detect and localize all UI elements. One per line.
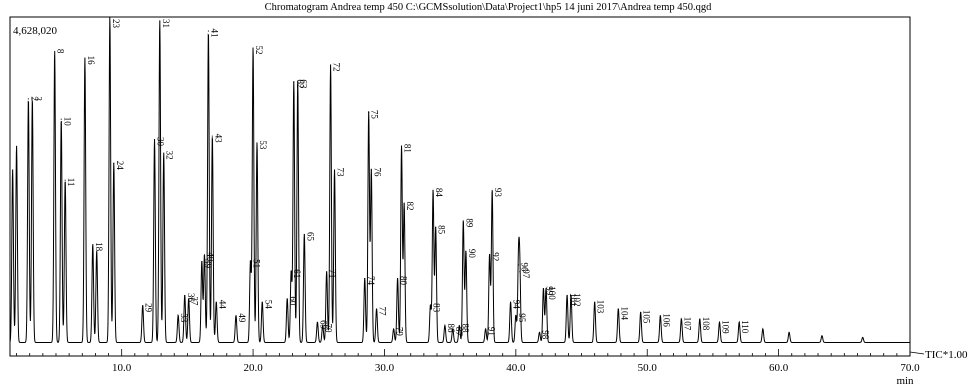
y-max-label: 4,628,020 xyxy=(13,25,58,37)
x-tick-label: 50.0 xyxy=(638,362,658,374)
peak-label: 32 xyxy=(165,151,175,160)
peak-label: 95 xyxy=(517,313,527,323)
peak-label: 40 xyxy=(205,252,215,261)
peak-label: 49 xyxy=(237,313,247,323)
peak-label: 81 xyxy=(403,144,413,153)
peak-label: 101 xyxy=(568,293,578,307)
peak-label: 44 xyxy=(217,300,227,310)
peak-label: 41 xyxy=(209,29,219,38)
peak-label: 60 xyxy=(288,296,298,306)
peak-label: 108 xyxy=(701,317,711,331)
peak-label: 10 xyxy=(62,117,72,127)
peak-label: 63 xyxy=(299,79,309,89)
tic-trace-line xyxy=(9,17,910,343)
peak-label: 109 xyxy=(720,320,730,334)
peak-label: 33 xyxy=(179,313,189,323)
peak-label: 3 xyxy=(33,96,43,101)
peak-labels: 2381011161823242930313233363739404143444… xyxy=(29,19,750,340)
peak-label: 92 xyxy=(491,252,501,261)
peak-label: 80 xyxy=(399,276,409,286)
peak-label: 84 xyxy=(434,188,444,198)
peak-label: 93 xyxy=(493,188,503,198)
peak-label: 71 xyxy=(328,269,338,278)
peak-label: 37 xyxy=(190,296,200,306)
peak-label: 23 xyxy=(111,19,121,29)
peak-label: 73 xyxy=(336,168,346,178)
peak-label: 85 xyxy=(437,225,447,235)
peak-label: 31 xyxy=(161,19,171,28)
peak-label: 91 xyxy=(487,327,497,336)
x-tick-label: 70.0 xyxy=(900,362,920,374)
peak-label: 54 xyxy=(263,300,273,310)
peak-label: 2 xyxy=(29,96,39,101)
peak-label: 62 xyxy=(295,79,305,88)
x-tick-label: 60.0 xyxy=(769,362,789,374)
peak-label: 97 xyxy=(521,269,531,279)
peak-label: 8 xyxy=(56,49,66,54)
peak-label: 43 xyxy=(213,134,223,144)
x-tick-label: 20.0 xyxy=(243,362,263,374)
peak-label: 90 xyxy=(467,249,477,259)
peak-label: 36 xyxy=(186,293,196,303)
peak-label: 75 xyxy=(370,110,380,120)
peak-label: 88 xyxy=(460,323,470,333)
x-tick-label: 10.0 xyxy=(112,362,132,374)
peak-label: 53 xyxy=(258,140,268,150)
peak-label: 69 xyxy=(318,320,328,330)
plot-frame xyxy=(9,16,911,357)
peak-label: 70 xyxy=(324,323,334,333)
peak-label: 96 xyxy=(519,262,529,272)
peak-label: 51 xyxy=(251,259,261,268)
trace-label-leader xyxy=(909,351,925,355)
peak-label: 103 xyxy=(596,300,606,314)
peak-label: 29 xyxy=(144,303,154,313)
chart-title: Chromatogram Andrea temp 450 C:\GCMSsolu… xyxy=(264,2,712,13)
peak-label: 76 xyxy=(372,168,382,178)
peak-label: 72 xyxy=(332,62,342,71)
peak-label: 86 xyxy=(446,323,456,333)
peak-label: 16 xyxy=(86,56,96,66)
x-tick-label: 30.0 xyxy=(375,362,395,374)
peak-label: 52 xyxy=(254,46,264,55)
peak-label: 82 xyxy=(405,201,415,210)
peak-label: 94 xyxy=(512,300,522,310)
peak-label: 30 xyxy=(156,137,166,147)
peak-label: 105 xyxy=(642,310,652,324)
peak-label: 102 xyxy=(572,293,582,307)
x-tick-label: 40.0 xyxy=(506,362,526,374)
tic-trace xyxy=(9,17,910,343)
peak-label: 83 xyxy=(431,303,441,313)
peak-label: 74 xyxy=(366,276,376,286)
peak-label: 107 xyxy=(682,317,692,331)
peak-label: 98 xyxy=(540,330,550,340)
peak-label: 77 xyxy=(378,307,388,317)
peak-label: 100 xyxy=(547,286,557,300)
peak-label: 99 xyxy=(544,286,554,296)
peak-label: 104 xyxy=(619,307,629,321)
x-axis: 10.0 20.0 30.0 40.0 50.0 60.0 70.0 xyxy=(16,349,920,374)
peak-label: 39 xyxy=(203,259,213,269)
x-axis-unit: min xyxy=(896,375,914,387)
peak-label: 87 xyxy=(454,327,464,337)
peak-label: 106 xyxy=(661,313,671,327)
peak-label: 24 xyxy=(115,161,125,171)
peak-label: 65 xyxy=(305,232,315,242)
peak-label: 110 xyxy=(740,320,750,334)
trace-label: TIC*1.00 xyxy=(925,349,968,361)
peak-label: 11 xyxy=(66,178,76,187)
peak-label: 79 xyxy=(395,327,405,337)
peak-label: 89 xyxy=(464,218,474,228)
peak-label: 18 xyxy=(94,242,104,252)
peak-label: 61 xyxy=(292,269,302,278)
